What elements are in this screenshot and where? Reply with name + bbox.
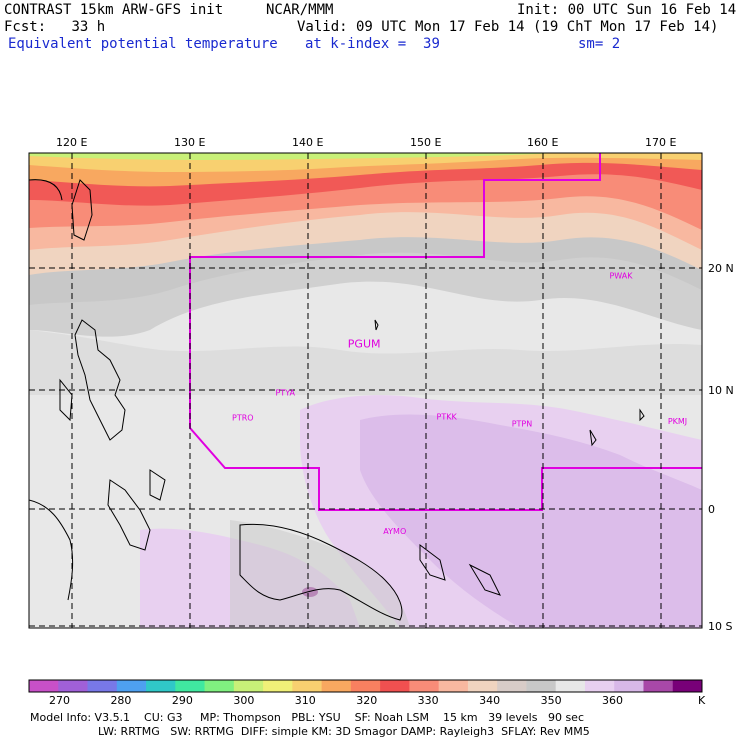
colorbar-swatch	[321, 680, 352, 692]
station-pgum: PGUM	[348, 338, 381, 351]
lon-label-120e: 120 E	[56, 136, 88, 149]
lat-label-10s: 10 S	[708, 620, 733, 633]
lon-label-160e: 160 E	[527, 136, 559, 149]
colorbar-swatch	[204, 680, 235, 692]
colorbar-swatch	[292, 680, 323, 692]
map-frame	[28, 152, 703, 629]
model-title: CONTRAST 15km ARW-GFS init	[4, 2, 224, 18]
model-info-line2: LW: RRTMG SW: RRTMG DIFF: simple KM: 3D …	[98, 725, 590, 738]
colorbar-swatch	[643, 680, 674, 692]
station-aymo: AYMO	[383, 527, 406, 536]
lat-label-20n: 20 N	[708, 262, 734, 275]
lon-label-150e: 150 E	[410, 136, 442, 149]
colorbar-swatch	[116, 680, 147, 692]
station-pwak: PWAK	[609, 271, 633, 280]
station-ptro: PTRO	[232, 414, 254, 423]
graticule	[29, 153, 702, 628]
lat-label-0: 0	[708, 503, 715, 516]
colorbar-swatch	[350, 680, 381, 692]
colorbar-swatch	[58, 680, 89, 692]
colorbar-swatch	[584, 680, 615, 692]
colorbar-tick-label: 290	[171, 694, 193, 707]
station-ptya: PTYA	[275, 388, 295, 397]
station-pkmj: PKMJ	[668, 417, 687, 426]
lon-label-130e: 130 E	[174, 136, 206, 149]
colorbar-swatch	[380, 680, 410, 692]
valid-time: Valid: 09 UTC Mon 17 Feb 14 (19 ChT Mon …	[297, 19, 719, 35]
stations: PWAK PGUM PTYA PTRO PTKK PTPN PKMJ AYMO	[232, 271, 687, 536]
lon-label-170e: 170 E	[645, 136, 677, 149]
lat-label-10n: 10 N	[708, 384, 734, 397]
model-info-line1: Model Info: V3.5.1 CU: G3 MP: Thompson P…	[30, 711, 584, 724]
colorbar-tick-label: 310	[294, 694, 316, 707]
colorbar-swatch	[467, 680, 498, 692]
colorbar-tick-label: 340	[479, 694, 501, 707]
colorbar-swatch	[233, 680, 264, 692]
colorbar-swatch	[672, 680, 703, 692]
station-ptkk: PTKK	[437, 412, 458, 421]
station-ptpn: PTPN	[512, 420, 533, 429]
colorbar-swatch	[497, 680, 527, 692]
colorbar	[28, 679, 703, 693]
colorbar-swatch	[614, 680, 644, 692]
coastlines	[29, 179, 645, 621]
domain-boundary	[189, 153, 702, 511]
colorbar-swatch	[146, 680, 176, 692]
colorbar-swatch	[263, 680, 293, 692]
colorbar-tick-label: 360	[602, 694, 624, 707]
colorbar-tick-label: 330	[417, 694, 439, 707]
colorbar-unit: K	[698, 694, 706, 707]
forecast-hour: Fcst: 33 h	[4, 19, 106, 35]
colorbar-swatch	[87, 680, 118, 692]
smoothing-info: sm= 2	[578, 36, 621, 52]
colorbar-tick-label: 280	[110, 694, 132, 707]
colorbar-swatch	[526, 680, 557, 692]
colorbar-swatch	[438, 680, 469, 692]
colorbar-tick-label: 300	[233, 694, 255, 707]
org-label: NCAR/MMM	[266, 2, 334, 18]
colorbar-frame	[28, 679, 703, 693]
colorbar-swatch	[555, 680, 586, 692]
lon-label-140e: 140 E	[292, 136, 324, 149]
colorbar-tick-label: 270	[49, 694, 70, 707]
field-name: Equivalent potential temperature	[8, 36, 278, 52]
colorbar-swatch	[409, 680, 440, 692]
level-info: at k-index = 39	[305, 36, 440, 52]
colorbar-swatch	[175, 680, 206, 692]
colorbar-tick-label: 350	[540, 694, 562, 707]
colorbar-tick-label: 320	[356, 694, 378, 707]
colorbar-swatch	[29, 680, 59, 692]
init-time: Init: 00 UTC Sun 16 Feb 14	[517, 2, 737, 18]
